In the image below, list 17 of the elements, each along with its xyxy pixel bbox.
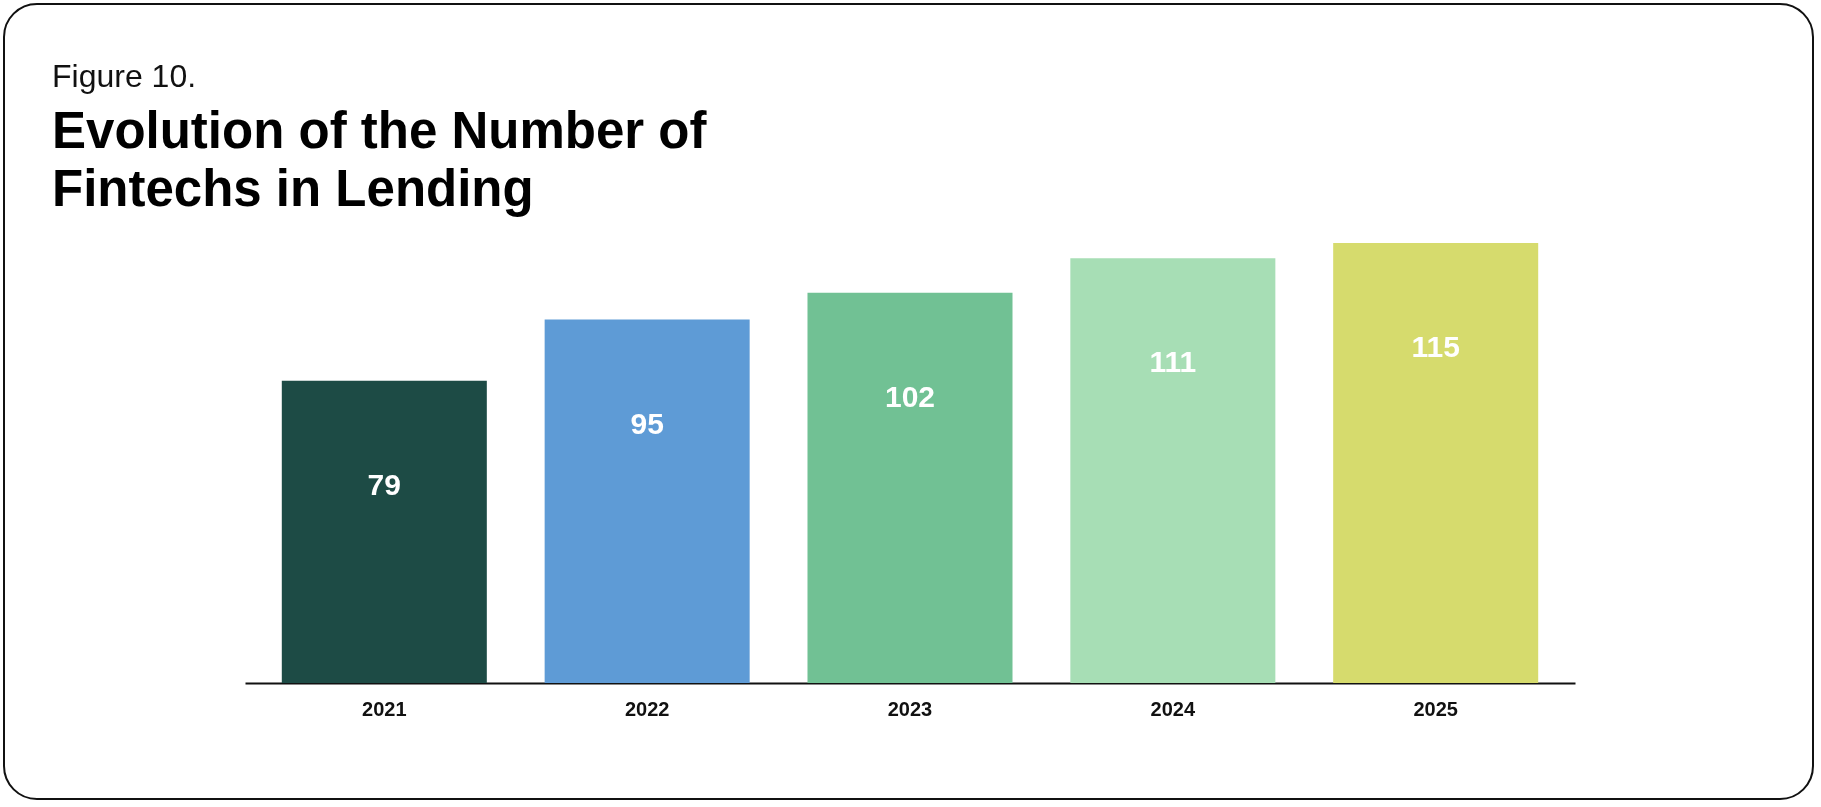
chart-title: Evolution of the Number of Fintechs in Lending [52, 102, 708, 218]
data-label: 102 [884, 379, 936, 413]
data-label: 95 [630, 406, 664, 440]
x-tick-label: 2022 [624, 697, 670, 720]
x-tick-label: 2025 [1413, 697, 1458, 720]
bar [1333, 243, 1539, 683]
chart-subtitle: Figure 10. [52, 58, 197, 95]
bar [1070, 258, 1276, 683]
x-tick-label: 2024 [1150, 697, 1196, 720]
bar [807, 292, 1013, 683]
bar [544, 319, 750, 683]
data-label: 111 [1149, 345, 1197, 379]
data-label: 115 [1411, 330, 1460, 363]
data-label: 79 [367, 467, 401, 501]
bar [281, 380, 487, 683]
x-tick-label: 2023 [887, 697, 933, 720]
x-tick-label: 2021 [362, 697, 407, 720]
